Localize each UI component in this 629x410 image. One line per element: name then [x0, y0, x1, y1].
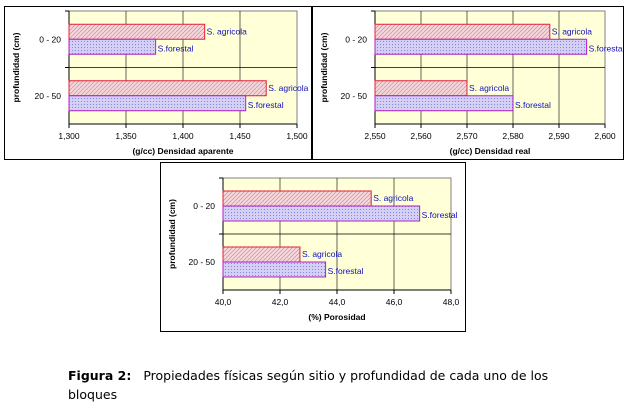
y-axis-title: profundidad (cm)	[167, 199, 177, 269]
series-label: S. agricola	[469, 83, 509, 93]
category-label: 20 - 50	[189, 257, 216, 267]
x-tick-label: 44,0	[329, 297, 346, 307]
x-tick-label: 2,560	[410, 131, 432, 141]
caption-label: Figura 2:	[68, 368, 132, 383]
bar	[374, 95, 514, 112]
x-tick-label: 1,300	[58, 131, 80, 141]
y-axis-title: profundidad (cm)	[319, 32, 329, 102]
figure-caption: Figura 2: Propiedades físicas según siti…	[68, 366, 568, 404]
x-axis-title: (g/cc) Densidad aparente	[132, 146, 233, 156]
chart-panel-densidad-real: 2,550 2,560 2,570 2,580 2,590 2,600 0 - 20 S. a…	[312, 6, 624, 160]
x-tick-label: 1,450	[229, 131, 251, 141]
bar	[374, 38, 588, 55]
series-label: S. agricola	[207, 26, 247, 36]
series-label: S.forestal	[158, 43, 194, 53]
series-label: S. agricola	[268, 83, 308, 93]
x-tick-label: 2,570	[456, 131, 478, 141]
x-tick-label: 1,350	[115, 131, 137, 141]
chart-porosidad: 40,0 42,0 44,0 46,0 48,0 0 - 20 S. agricola S.f…	[167, 177, 460, 322]
chart-panel-porosidad: 40,0 42,0 44,0 46,0 48,0 0 - 20 S. agricola S.f…	[160, 162, 466, 332]
category-label: 20 - 50	[341, 91, 368, 101]
series-label: S.forestal	[515, 100, 551, 110]
series-label: S. agricola	[302, 249, 342, 259]
bar	[374, 23, 551, 40]
category-label: 0 - 20	[193, 201, 215, 211]
x-tick-label: 2,580	[502, 131, 524, 141]
x-tick-label: 40,0	[215, 297, 232, 307]
bar	[68, 38, 157, 55]
x-tick-label: 2,550	[364, 131, 386, 141]
chart-panel-densidad-aparente: 1,300 1,350 1,400 1,450 1,500 0 - 20 S. agrico…	[4, 6, 312, 160]
series-label: S. agricola	[552, 26, 592, 36]
y-axis-title: profundidad (cm)	[11, 32, 21, 102]
caption-text: Propiedades físicas según sitio y profun…	[68, 368, 549, 402]
x-tick-label: 48,0	[443, 297, 460, 307]
x-tick-label: 46,0	[386, 297, 403, 307]
bar	[222, 261, 327, 278]
x-axis-title: (%) Porosidad	[308, 312, 365, 322]
series-label: S. agricola	[373, 193, 413, 203]
x-tick-label: 42,0	[272, 297, 289, 307]
bar	[68, 95, 247, 112]
bar	[68, 23, 206, 40]
bar	[374, 80, 468, 97]
x-tick-label: 1,500	[286, 131, 308, 141]
category-label: 0 - 20	[39, 34, 61, 44]
bar	[222, 246, 301, 263]
x-tick-label: 2,600	[594, 131, 616, 141]
category-label: 0 - 20	[345, 34, 367, 44]
series-label: S.forestal	[589, 43, 623, 53]
category-label: 20 - 50	[35, 91, 62, 101]
chart-densidad-real: 2,550 2,560 2,570 2,580 2,590 2,600 0 - 20 S. a…	[319, 10, 623, 156]
series-label: S.forestal	[422, 210, 458, 220]
x-axis-title: (g/cc) Densidad real	[450, 146, 531, 156]
x-tick-label: 2,590	[548, 131, 570, 141]
bar	[68, 80, 267, 97]
chart-densidad-aparente: 1,300 1,350 1,400 1,450 1,500 0 - 20 S. agrico…	[11, 10, 309, 156]
bar	[222, 205, 421, 222]
series-label: S.forestal	[328, 266, 364, 276]
series-label: S.forestal	[248, 100, 284, 110]
x-tick-label: 1,400	[172, 131, 194, 141]
bar	[222, 190, 372, 207]
